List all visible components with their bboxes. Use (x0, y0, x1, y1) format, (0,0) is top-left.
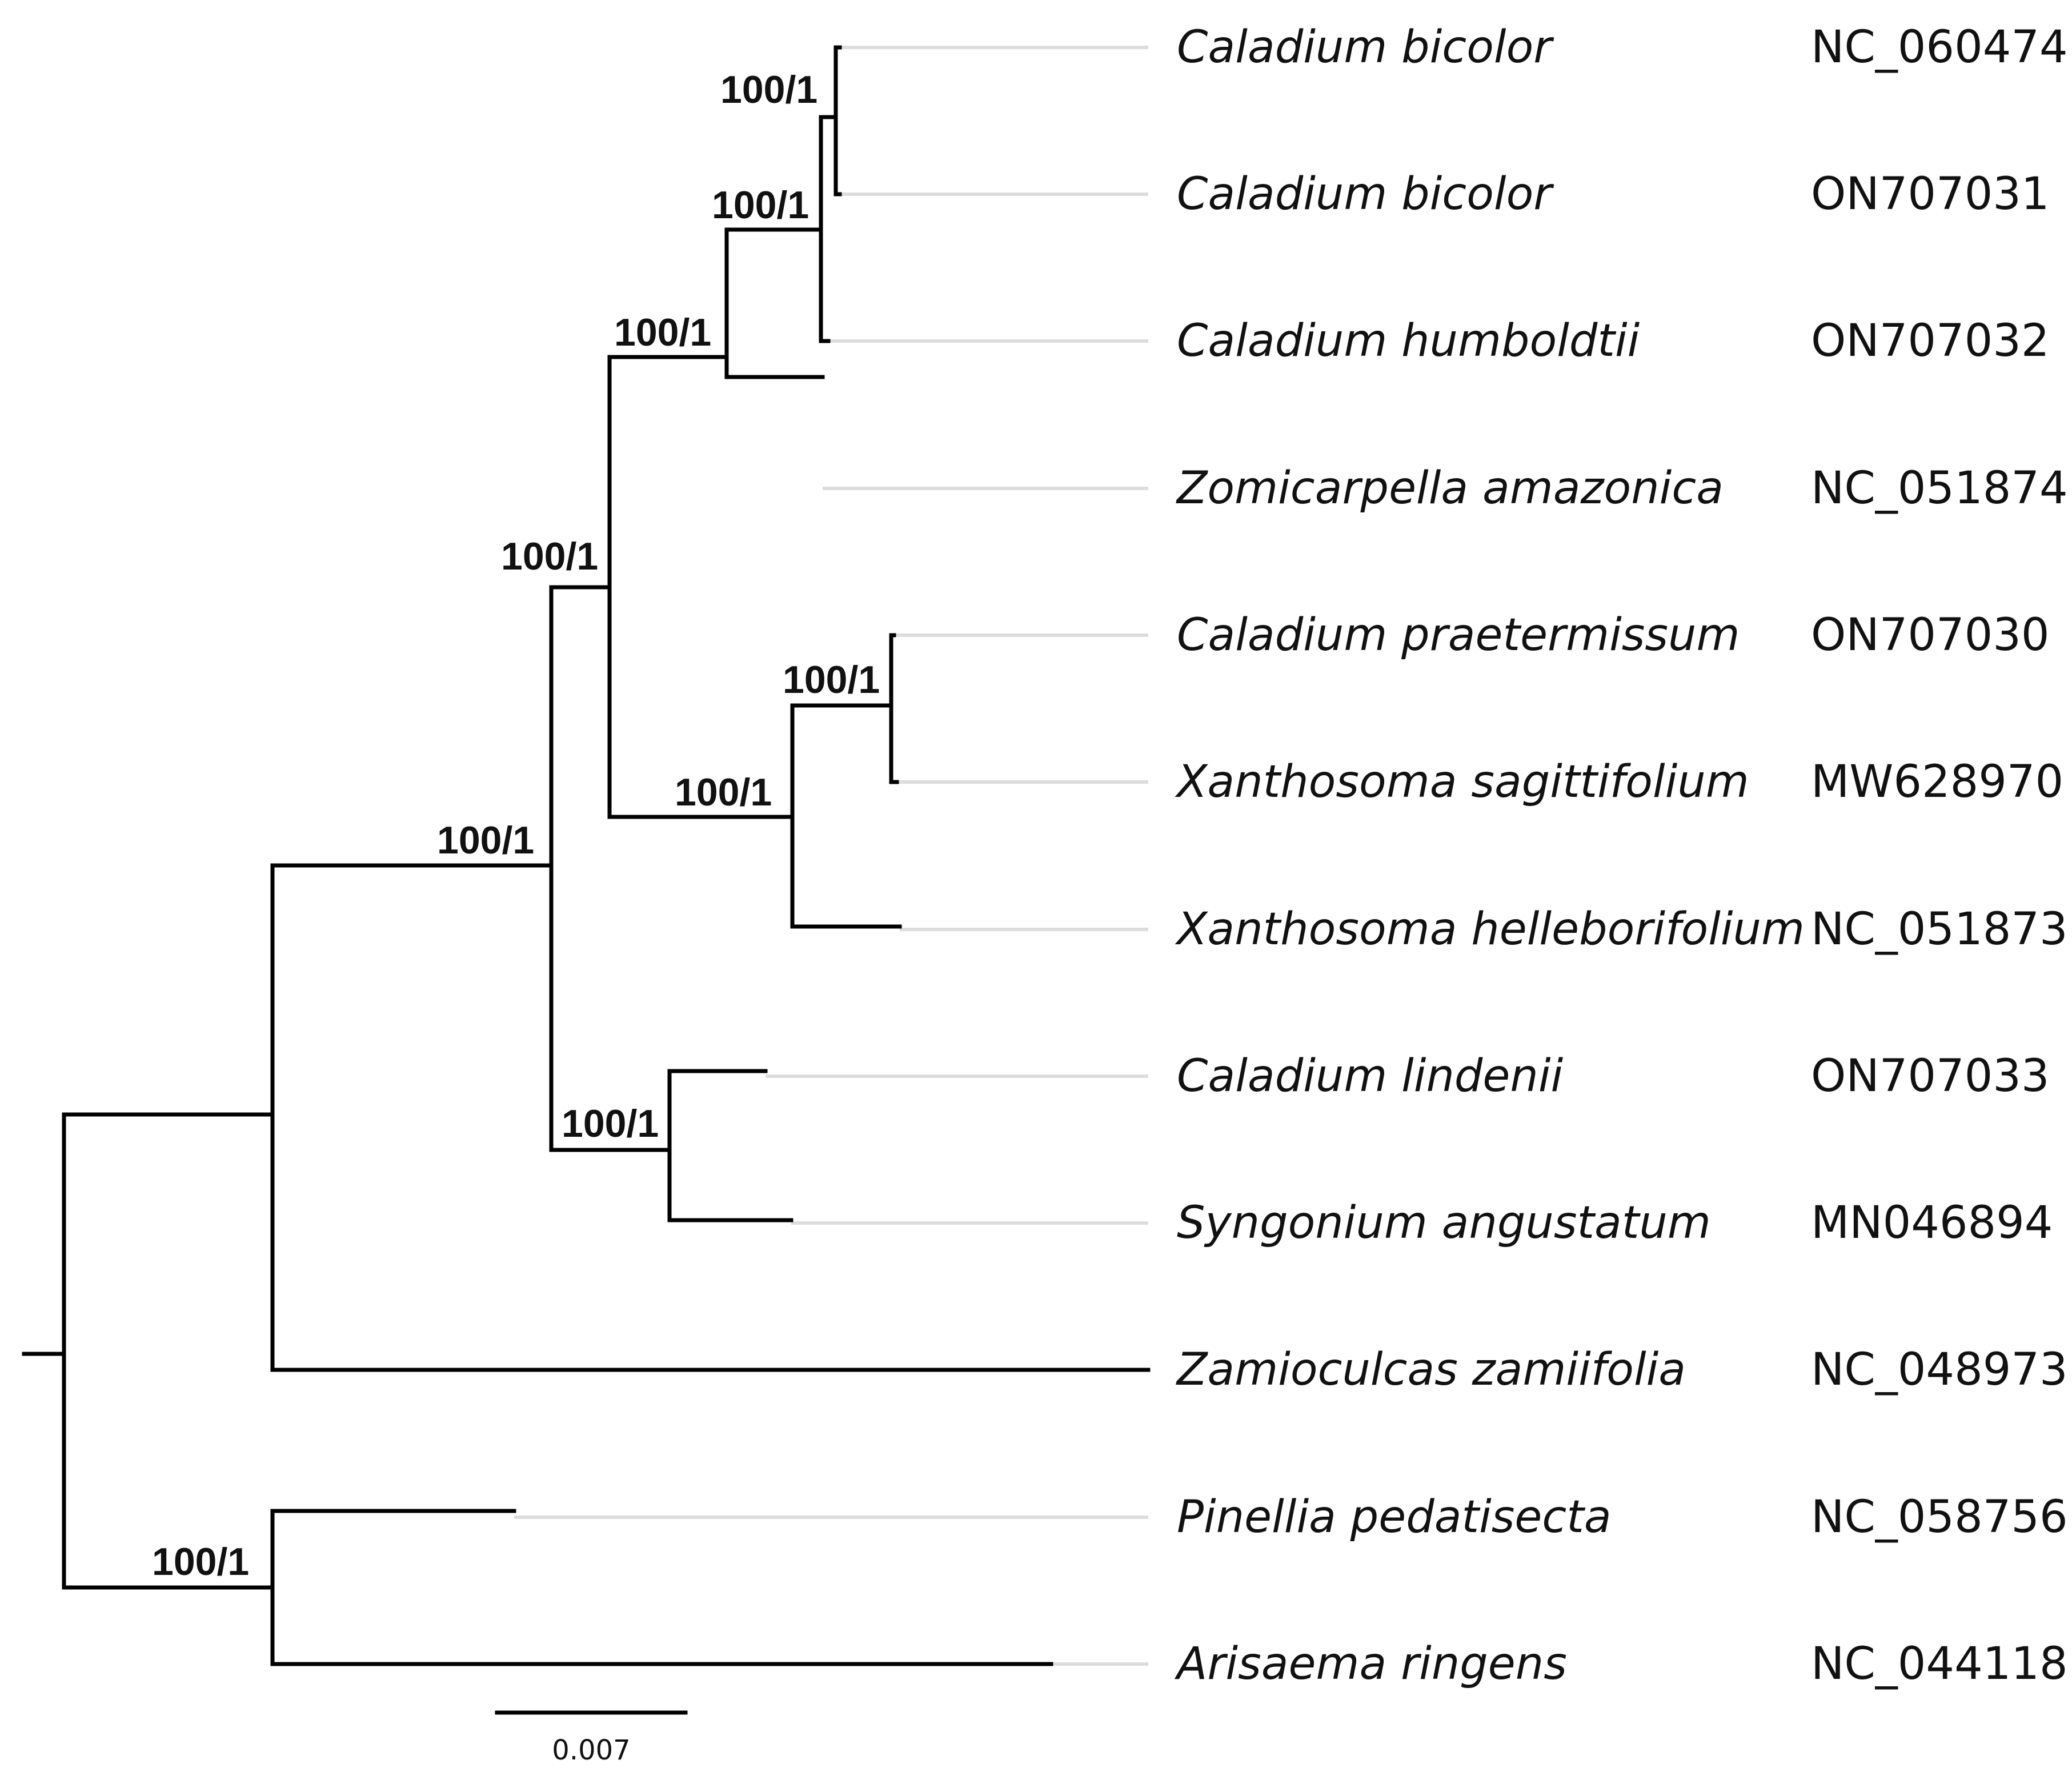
support-label: 100/1 (712, 183, 809, 227)
accession-number: NC_048973 (1811, 1344, 2068, 1396)
taxon-name: Arisaema ringens (1174, 1638, 1567, 1690)
accession-number: ON707033 (1811, 1051, 2050, 1102)
taxon-name: Caladium bicolor (1177, 169, 1554, 220)
taxon-name: Xanthosoma helleborifolium (1175, 904, 1805, 955)
taxon-name: Caladium humboldtii (1177, 315, 1640, 367)
support-label: 100/1 (501, 535, 598, 578)
taxon-name: Zamioculcas zamiifolia (1176, 1344, 1686, 1396)
support-label: 100/1 (562, 1102, 659, 1145)
taxon-name: Caladium praetermissum (1177, 610, 1740, 661)
taxon-name: Caladium lindenii (1177, 1051, 1564, 1102)
support-labels: 100/1 100/1 100/1 100/1 100/1 100/1 100/… (152, 68, 880, 1583)
scale-bar: 0.007 (495, 1710, 688, 1766)
accession-number: NC_044118 (1811, 1638, 2068, 1690)
taxon-name: Zomicarpella amazonica (1176, 463, 1724, 514)
branches (22, 45, 1151, 1666)
taxon-name: Pinellia pedatisecta (1177, 1492, 1612, 1543)
taxon-name: Caladium bicolor (1177, 22, 1554, 73)
accession-number: MW628970 (1811, 756, 2063, 808)
accession-number: ON707030 (1811, 610, 2050, 661)
support-label: 100/1 (437, 819, 534, 862)
accession-number: NC_058756 (1811, 1492, 2068, 1543)
accession-number: ON707032 (1811, 315, 2050, 367)
taxon-name: Xanthosoma sagittifolium (1175, 756, 1749, 808)
accession-number: NC_051873 (1811, 904, 2068, 955)
support-label: 100/1 (720, 68, 817, 111)
scale-bar-label: 0.007 (552, 1734, 630, 1766)
guide-lines (514, 46, 1148, 1666)
taxon-name: Syngonium angustatum (1177, 1197, 1711, 1249)
accession-number: ON707031 (1811, 169, 2050, 220)
accession-number: NC_051874 (1811, 463, 2068, 514)
accession-number: MN046894 (1811, 1197, 2053, 1249)
support-label: 100/1 (614, 311, 711, 354)
accession-labels: NC_060474 ON707031 ON707032 NC_051874 ON… (1811, 22, 2068, 1690)
accession-number: NC_060474 (1811, 22, 2068, 73)
support-label: 100/1 (783, 658, 880, 701)
support-label: 100/1 (675, 771, 772, 814)
support-label: 100/1 (152, 1540, 249, 1583)
taxon-labels: Caladium bicolor Caladium bicolor Caladi… (1174, 22, 1805, 1690)
